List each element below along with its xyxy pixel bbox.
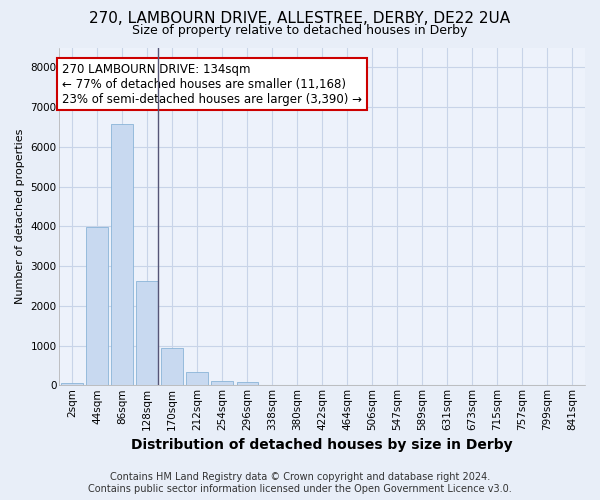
Text: Size of property relative to detached houses in Derby: Size of property relative to detached ho… — [133, 24, 467, 37]
X-axis label: Distribution of detached houses by size in Derby: Distribution of detached houses by size … — [131, 438, 513, 452]
Bar — [187, 372, 208, 386]
Bar — [236, 382, 258, 386]
Bar — [112, 124, 133, 386]
Y-axis label: Number of detached properties: Number of detached properties — [15, 128, 25, 304]
Text: 270, LAMBOURN DRIVE, ALLESTREE, DERBY, DE22 2UA: 270, LAMBOURN DRIVE, ALLESTREE, DERBY, D… — [89, 11, 511, 26]
Text: 270 LAMBOURN DRIVE: 134sqm
← 77% of detached houses are smaller (11,168)
23% of : 270 LAMBOURN DRIVE: 134sqm ← 77% of deta… — [62, 62, 362, 106]
Bar — [136, 281, 158, 386]
Bar — [61, 383, 83, 386]
Bar — [161, 348, 183, 386]
Bar — [86, 227, 107, 386]
Bar — [211, 381, 233, 386]
Text: Contains HM Land Registry data © Crown copyright and database right 2024.
Contai: Contains HM Land Registry data © Crown c… — [88, 472, 512, 494]
